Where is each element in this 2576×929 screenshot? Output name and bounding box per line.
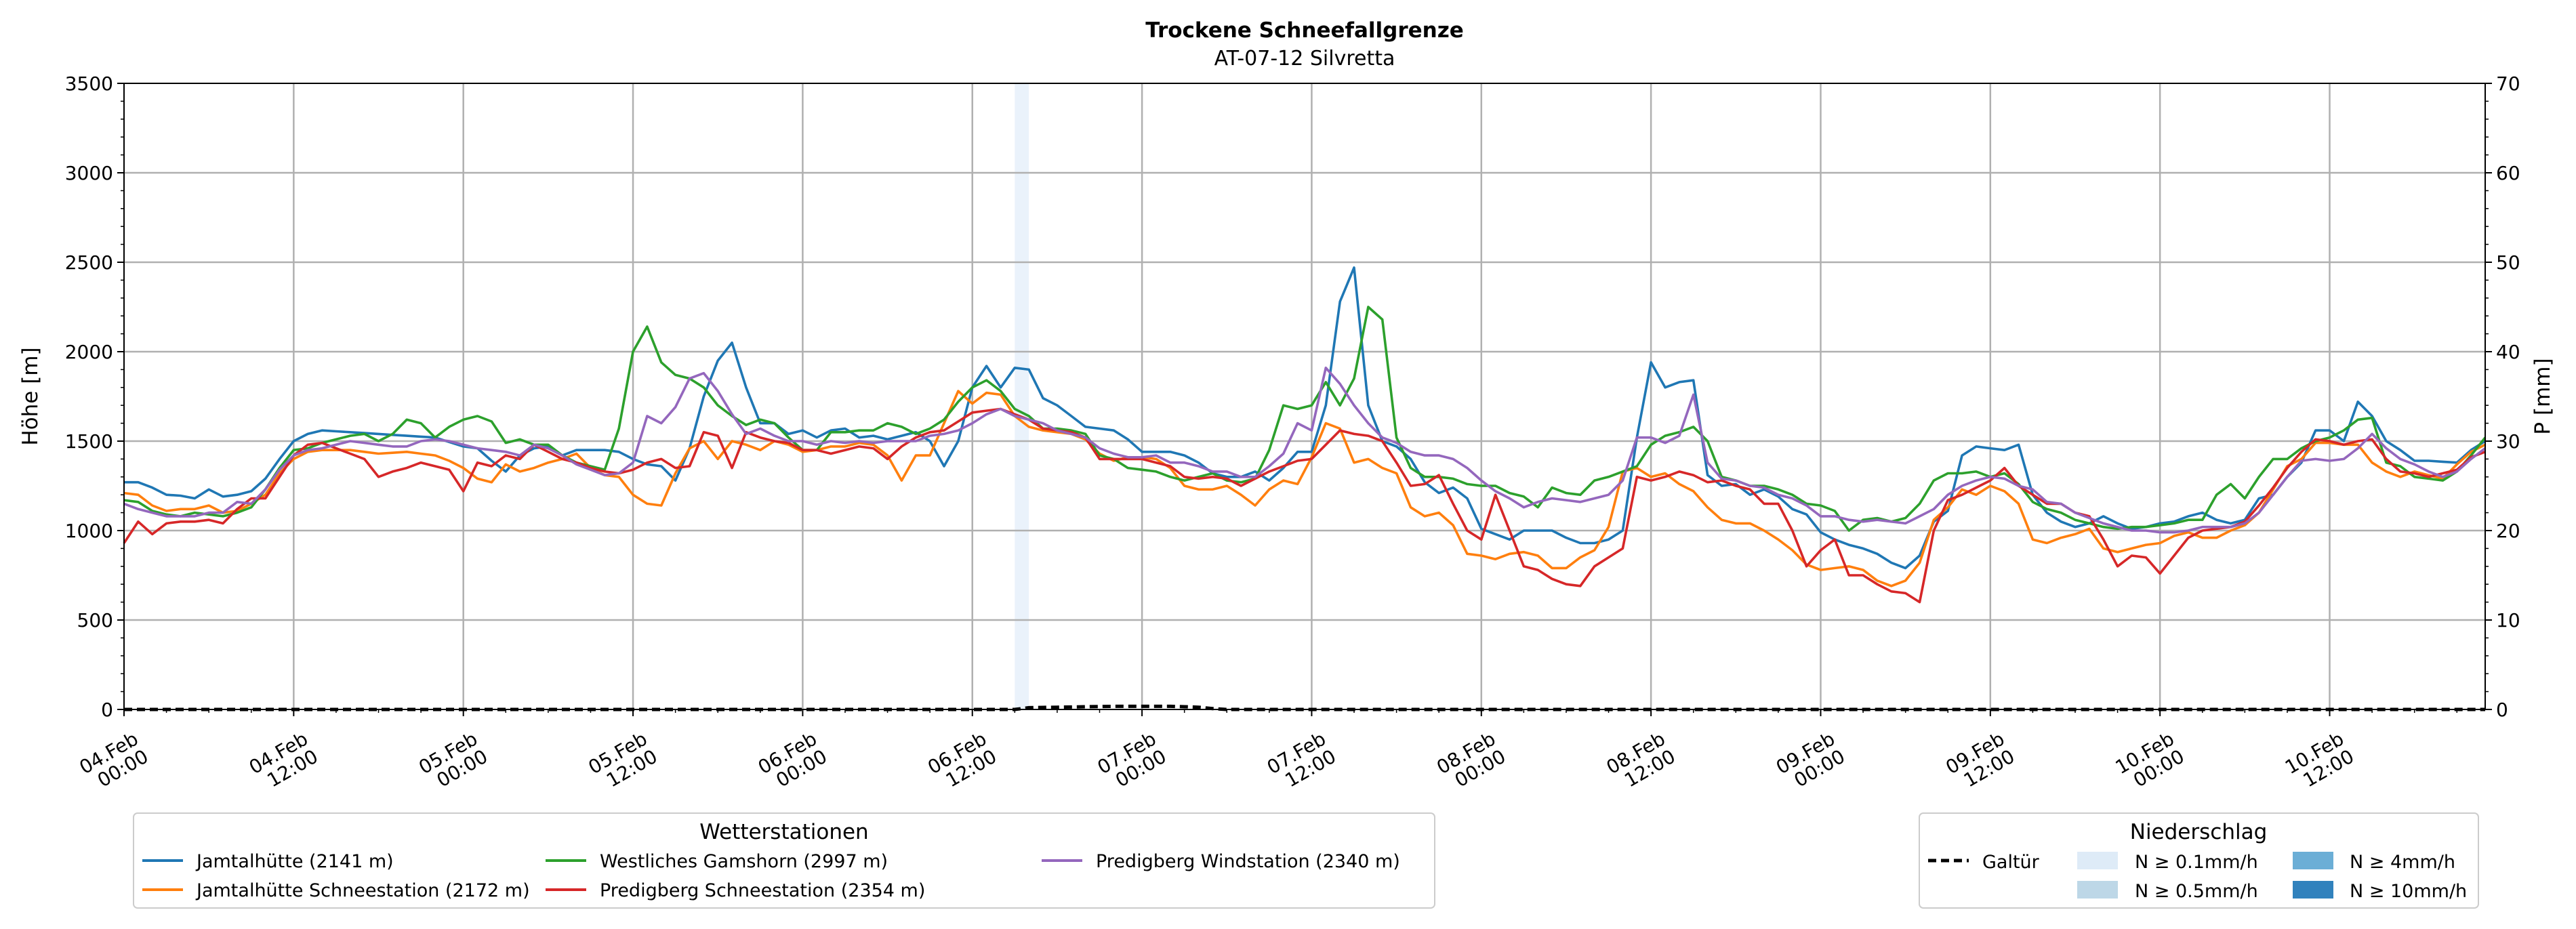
- precip-band-0.1mm: [1015, 83, 1029, 709]
- legend-label-1: Jamtalhütte Schneestation (2172 m): [195, 880, 530, 901]
- y2-tick-label: 50: [2496, 251, 2520, 274]
- legend-label-3: Predigberg Schneestation (2354 m): [600, 880, 925, 901]
- legend-stations-box: [133, 812, 1435, 909]
- y-tick-label: 1000: [65, 520, 113, 542]
- y-axis-label: Höhe [m]: [18, 347, 43, 445]
- chart-subtitle: AT-07-12 Silvretta: [1214, 47, 1395, 70]
- y-tick-label: 2000: [65, 341, 113, 363]
- y2-tick-label: 20: [2496, 520, 2520, 542]
- legend-swatch-4: [2293, 852, 2333, 869]
- legend-class-0.5: N ≥ 0.5mm/h: [2135, 881, 2258, 902]
- legend-class-10: N ≥ 10mm/h: [2350, 881, 2467, 902]
- legend-precip: Niederschlag Galtür N ≥ 0.1mm/h N ≥ 0.5m…: [1919, 812, 2479, 909]
- legend-label-2: Westliches Gamshorn (2997 m): [600, 851, 888, 872]
- y2-tick-label: 30: [2496, 430, 2520, 453]
- y2-tick-label: 0: [2496, 699, 2508, 721]
- y2-tick-label: 40: [2496, 341, 2520, 363]
- y-tick-label: 2500: [65, 251, 113, 274]
- legend-label-0: Jamtalhütte (2141 m): [195, 851, 394, 872]
- legend-label-4: Predigberg Windstation (2340 m): [1096, 851, 1400, 872]
- legend-stations: Wetterstationen Jamtalhütte (2141 m) Jamt…: [133, 812, 1435, 909]
- y-tick-label: 1500: [65, 430, 113, 453]
- legend-swatch-10: [2293, 881, 2333, 899]
- legend-swatch-0.5: [2077, 881, 2118, 899]
- y-tick-label: 0: [101, 699, 113, 721]
- legend-class-0.1: N ≥ 0.1mm/h: [2135, 852, 2258, 873]
- chart-title: Trockene Schneefallgrenze: [1145, 18, 1464, 43]
- legend-stations-title: Wetterstationen: [699, 820, 868, 844]
- y2-tick-label: 70: [2496, 73, 2520, 95]
- y2-tick-label: 10: [2496, 609, 2520, 632]
- legend-precip-title: Niederschlag: [2130, 820, 2268, 844]
- y-tick-label: 3500: [65, 73, 113, 95]
- y-tick-label: 500: [77, 609, 113, 632]
- y2-axis-label: P [mm]: [2531, 358, 2555, 434]
- legend-swatch-0.1: [2077, 852, 2118, 869]
- legend-galtur-label: Galtür: [1982, 852, 2040, 873]
- y-tick-label: 3000: [65, 162, 113, 184]
- series-line-1: [123, 390, 2486, 587]
- series-line-2: [123, 306, 2487, 532]
- legend-class-4: N ≥ 4mm/h: [2350, 852, 2455, 873]
- y2-tick-label: 60: [2496, 162, 2520, 184]
- series-line-4: [123, 366, 2487, 534]
- legend-precip-box: [1919, 812, 2479, 909]
- plot-frame: [123, 83, 2486, 710]
